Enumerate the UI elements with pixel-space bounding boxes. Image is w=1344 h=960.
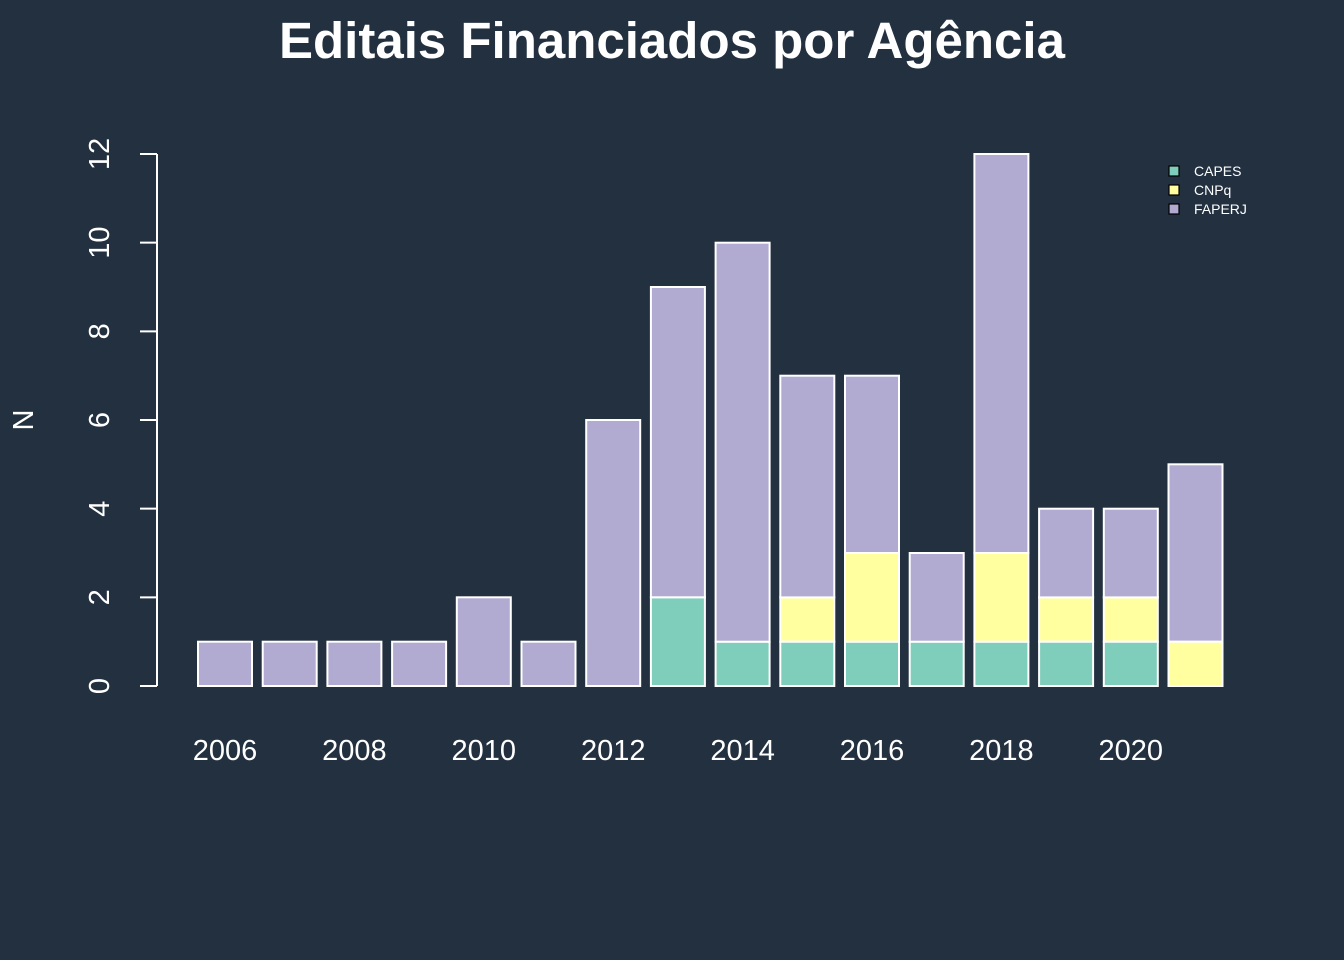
y-tick-label: 12 <box>84 138 116 170</box>
bar-faperj-2021 <box>1167 463 1224 643</box>
bar-capes-2015 <box>779 640 836 688</box>
x-tick-label-2014: 2014 <box>710 735 775 767</box>
bar-capes-2018 <box>973 640 1030 688</box>
bar-cnpq-2018 <box>973 552 1030 643</box>
legend-swatch-faperj <box>1168 203 1180 215</box>
legend-swatch-capes <box>1168 165 1180 177</box>
bar-faperj-2018 <box>973 153 1030 554</box>
chart-title: Editais Financiados por Agência <box>279 12 1066 69</box>
x-tick-label-2018: 2018 <box>969 735 1034 767</box>
bar-faperj-2012 <box>585 419 642 687</box>
bar-faperj-2007 <box>261 640 318 688</box>
y-axis: 0 2 4 6 8 10 12 <box>84 138 158 694</box>
bar-faperj-2006 <box>197 640 253 688</box>
bar-faperj-2014 <box>714 241 771 643</box>
y-tick-label: 6 <box>84 412 116 428</box>
bar-cnpq-2015 <box>779 596 836 643</box>
bar-faperj-2017 <box>908 552 965 643</box>
bar-faperj-2013 <box>649 286 706 599</box>
bar-capes-2019 <box>1038 640 1095 688</box>
bar-faperj-2008 <box>326 640 383 688</box>
bar-capes-2016 <box>844 640 900 688</box>
y-tick-label: 0 <box>84 678 116 694</box>
bar-capes-2013 <box>649 596 706 687</box>
x-tick-label-2020: 2020 <box>1099 735 1164 767</box>
x-tick-label-2016: 2016 <box>840 735 905 767</box>
legend: CAPES CNPq FAPERJ <box>1168 163 1247 217</box>
bar-faperj-2019 <box>1038 507 1095 599</box>
legend-label-faperj: FAPERJ <box>1194 201 1247 217</box>
bar-capes-2017 <box>908 640 965 688</box>
y-tick-label: 8 <box>84 323 116 339</box>
y-tick-label: 4 <box>84 501 116 517</box>
bar-capes-2020 <box>1102 640 1159 688</box>
bar-faperj-2009 <box>391 640 448 688</box>
legend-swatch-cnpq <box>1168 184 1180 196</box>
legend-label-cnpq: CNPq <box>1194 182 1231 198</box>
bars-group <box>197 153 1224 688</box>
x-tick-label-2010: 2010 <box>452 735 517 767</box>
x-tick-label-2006: 2006 <box>193 735 258 767</box>
bar-cnpq-2021 <box>1167 640 1224 688</box>
y-tick-label: 10 <box>84 227 116 259</box>
bar-cnpq-2019 <box>1038 596 1095 643</box>
x-tick-label-2012: 2012 <box>581 735 646 767</box>
bar-cnpq-2020 <box>1102 596 1159 643</box>
legend-label-capes: CAPES <box>1194 163 1241 179</box>
bar-faperj-2015 <box>779 374 836 599</box>
y-axis-label: N <box>8 410 40 431</box>
bar-faperj-2011 <box>520 640 577 688</box>
y-tick-label: 2 <box>84 589 116 605</box>
bar-faperj-2010 <box>455 596 512 687</box>
bar-cnpq-2016 <box>844 552 900 643</box>
bar-capes-2014 <box>714 640 771 688</box>
bar-faperj-2020 <box>1102 507 1159 599</box>
x-axis: 2006 2008 2010 2012 2014 2016 2018 2020 <box>193 735 1163 767</box>
x-tick-label-2008: 2008 <box>322 735 387 767</box>
bar-faperj-2016 <box>844 374 900 555</box>
